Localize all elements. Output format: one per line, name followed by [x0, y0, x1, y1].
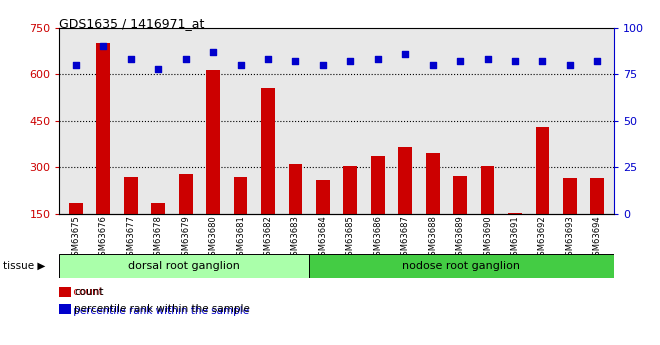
Point [208, 49, 218, 55]
Point [400, 51, 411, 57]
Bar [234, 177, 248, 260]
Bar [96, 43, 110, 260]
Point [372, 57, 383, 62]
Bar [453, 176, 467, 260]
Point [153, 66, 164, 71]
Text: count: count [74, 287, 104, 297]
FancyBboxPatch shape [309, 254, 614, 278]
Bar [508, 213, 522, 260]
Bar [316, 180, 330, 260]
Text: tissue ▶: tissue ▶ [3, 261, 46, 270]
Text: percentile rank within the sample: percentile rank within the sample [74, 304, 249, 314]
Bar [206, 69, 220, 260]
Bar [480, 166, 494, 260]
Bar [426, 153, 440, 260]
Bar [535, 127, 549, 260]
Point [290, 58, 301, 64]
Bar [124, 177, 138, 260]
Point [510, 58, 520, 64]
Point [263, 57, 273, 62]
Bar [371, 156, 385, 260]
Bar [563, 178, 577, 260]
Bar [151, 203, 165, 260]
Text: ▪ percentile rank within the sample: ▪ percentile rank within the sample [63, 306, 249, 315]
Point [71, 62, 81, 68]
Point [125, 57, 136, 62]
Point [455, 58, 465, 64]
Point [180, 57, 191, 62]
FancyBboxPatch shape [59, 254, 309, 278]
Point [235, 62, 246, 68]
Point [98, 43, 109, 49]
Point [592, 58, 603, 64]
Bar [591, 178, 604, 260]
Bar [399, 147, 412, 260]
Bar [69, 203, 82, 260]
Text: dorsal root ganglion: dorsal root ganglion [128, 261, 240, 270]
Point [537, 58, 548, 64]
Point [317, 62, 328, 68]
Bar [288, 164, 302, 260]
Text: nodose root ganglion: nodose root ganglion [403, 261, 520, 270]
Text: GDS1635 / 1416971_at: GDS1635 / 1416971_at [59, 17, 205, 30]
Bar [179, 174, 193, 260]
Bar [261, 88, 275, 260]
Point [482, 57, 493, 62]
Point [428, 62, 438, 68]
Bar [343, 166, 357, 260]
Point [564, 62, 575, 68]
Point [345, 58, 356, 64]
Text: ▪ count: ▪ count [63, 287, 102, 296]
